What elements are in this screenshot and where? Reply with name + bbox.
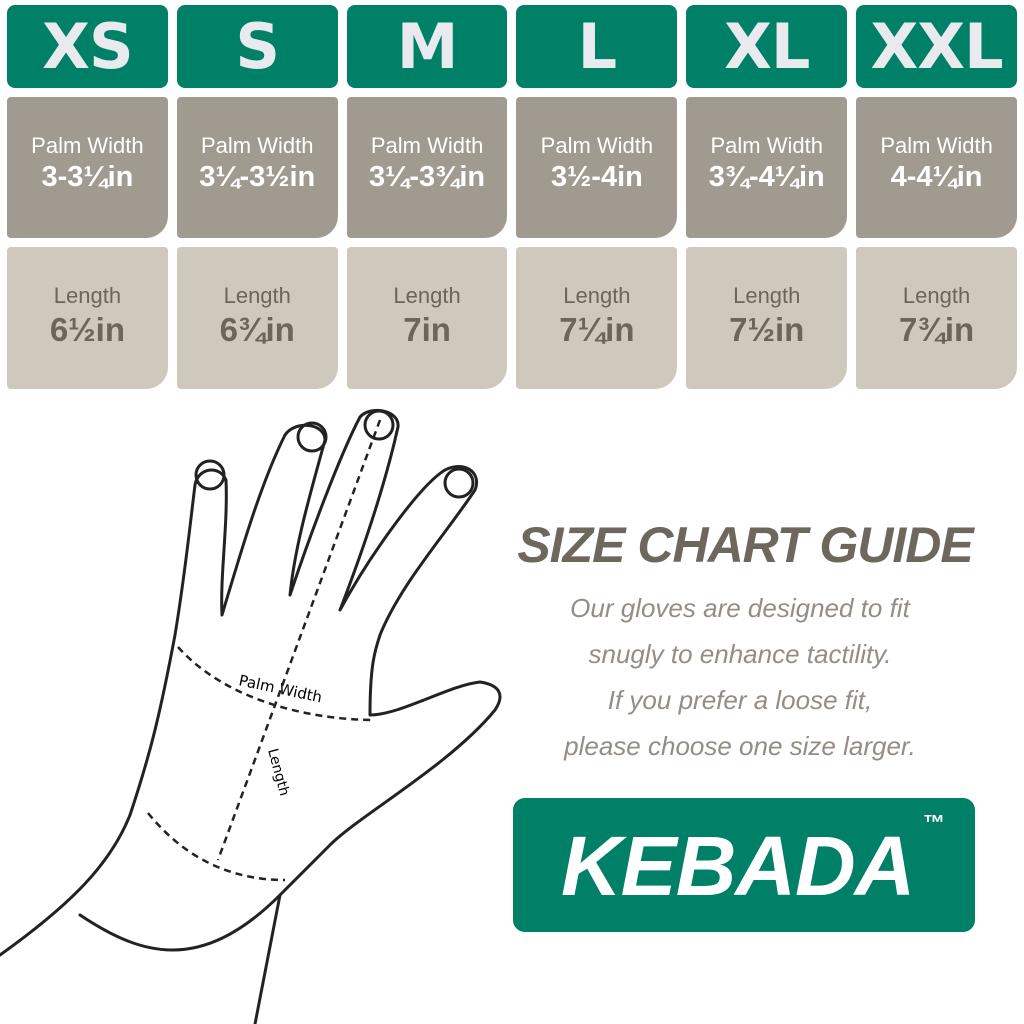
palm-label: Palm Width xyxy=(201,133,314,158)
wrist-outline xyxy=(0,813,132,957)
size-header-s: S xyxy=(176,5,338,88)
palm-label: Palm Width xyxy=(540,133,654,158)
palm-cell: Palm Width 3½-4in xyxy=(516,97,678,238)
size-header-xl: XL xyxy=(686,5,848,88)
length-value: 6¾in xyxy=(219,311,295,348)
palm-width-label: Palm Width xyxy=(237,671,324,706)
guide-line: please choose one size larger. xyxy=(564,731,916,761)
guide-line: If you prefer a loose fit, xyxy=(607,685,873,715)
palm-cell: Palm Width 3¾-4¼in xyxy=(686,97,848,238)
palm-value: 3¾-4¼in xyxy=(708,161,825,193)
length-cell: Length 6½in xyxy=(7,247,168,389)
length-label: Length xyxy=(223,283,291,308)
length-value: 7½in xyxy=(729,311,805,348)
palm-cell: Palm Width 3¼-3½in xyxy=(176,97,338,238)
palm-label: Palm Width xyxy=(370,133,484,158)
length-label: Length xyxy=(563,283,631,308)
length-cell: Length 7¾in xyxy=(856,247,1017,389)
length-value: 7¾in xyxy=(898,311,975,348)
palm-cell: Palm Width 3¼-3¾in xyxy=(346,97,508,238)
length-cell: Length 6¾in xyxy=(176,247,338,389)
guide-line: Our gloves are designed to fit xyxy=(570,593,910,623)
palm-label: Palm Width xyxy=(880,133,993,158)
guide-line: snugly to enhance tactility. xyxy=(588,639,892,669)
length-cell: Length 7in xyxy=(346,247,508,389)
length-value: 7in xyxy=(403,311,451,348)
length-arrow xyxy=(216,419,382,861)
palm-label: Palm Width xyxy=(31,133,144,158)
palm-value: 3¼-3¾in xyxy=(369,161,486,193)
cuff-line xyxy=(78,893,282,952)
length-cell: Length 7½in xyxy=(686,247,848,389)
brand-logo: KEBADA ™ xyxy=(513,798,975,932)
palm-value: 3½-4in xyxy=(550,161,643,193)
brand-name: KEBADA xyxy=(561,819,915,913)
length-label: Length xyxy=(264,747,292,798)
length-label: Length xyxy=(902,283,971,308)
size-chart-table: XS S M L XL XXL Palm Width 3-3¼in Palm Width 3¼-3… xyxy=(7,5,1017,389)
hand-measurement-diagram: Palm Width Length xyxy=(0,408,502,1024)
length-label: Length xyxy=(733,283,801,308)
hand-outline xyxy=(128,408,502,1024)
palm-value: 4-4¼in xyxy=(890,161,983,193)
wrist-arrow xyxy=(147,812,286,882)
size-header-xxl: XXL xyxy=(856,5,1017,88)
length-label: Length xyxy=(393,283,461,308)
length-label: Length xyxy=(53,283,122,308)
palm-value: 3-3¼in xyxy=(41,161,134,193)
palm-cell: Palm Width 3-3¼in xyxy=(7,97,168,238)
guide-title: SIZE CHART GUIDE xyxy=(517,517,973,573)
length-value: 7¼in xyxy=(559,311,635,348)
size-header-l: L xyxy=(516,5,678,88)
palm-value: 3¼-3½in xyxy=(199,161,316,193)
palm-cell: Palm Width 4-4¼in xyxy=(856,97,1017,238)
palm-label: Palm Width xyxy=(710,133,823,158)
size-header-m: M xyxy=(346,5,508,88)
guide-description: Our gloves are designed to fit snugly to… xyxy=(500,585,980,769)
length-value: 6½in xyxy=(49,311,126,348)
length-cell: Length 7¼in xyxy=(516,247,678,389)
size-header-xs: XS xyxy=(7,5,168,88)
trademark: ™ xyxy=(923,810,945,835)
